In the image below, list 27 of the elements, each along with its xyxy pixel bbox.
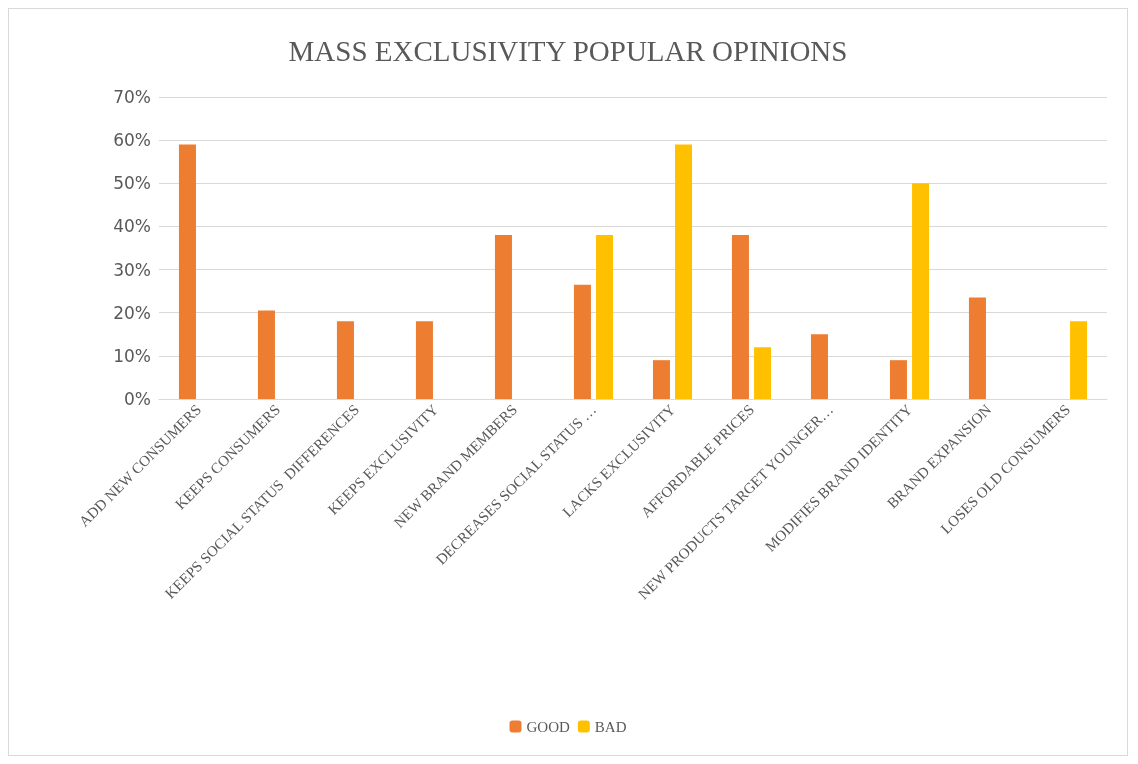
bar <box>652 360 670 399</box>
y-tick-label: 60% <box>113 130 151 151</box>
bar <box>494 235 512 399</box>
legend-label: BAD <box>594 718 627 735</box>
bar <box>731 235 749 399</box>
bar <box>968 297 986 399</box>
y-tick-label: 20% <box>113 302 151 323</box>
bar <box>754 347 772 399</box>
bar <box>178 144 196 399</box>
bar <box>415 321 433 399</box>
bar <box>810 334 828 399</box>
bar <box>596 235 614 399</box>
bar <box>675 144 693 399</box>
y-tick-label: 70% <box>113 87 151 107</box>
bar <box>257 310 275 399</box>
bar <box>912 183 930 399</box>
bar <box>336 321 354 399</box>
legend-label: GOOD <box>526 718 570 735</box>
y-tick-label: 50% <box>113 173 151 194</box>
chart-title: MASS EXCLUSIVITY POPULAR OPINIONS <box>288 34 848 67</box>
y-tick-label: 10% <box>113 345 151 366</box>
y-tick-label: 40% <box>113 216 151 237</box>
bar <box>573 284 591 399</box>
bar <box>1070 321 1088 399</box>
y-tick-label: 0% <box>124 389 151 409</box>
bar <box>889 360 907 399</box>
y-tick-label: 30% <box>113 259 151 280</box>
